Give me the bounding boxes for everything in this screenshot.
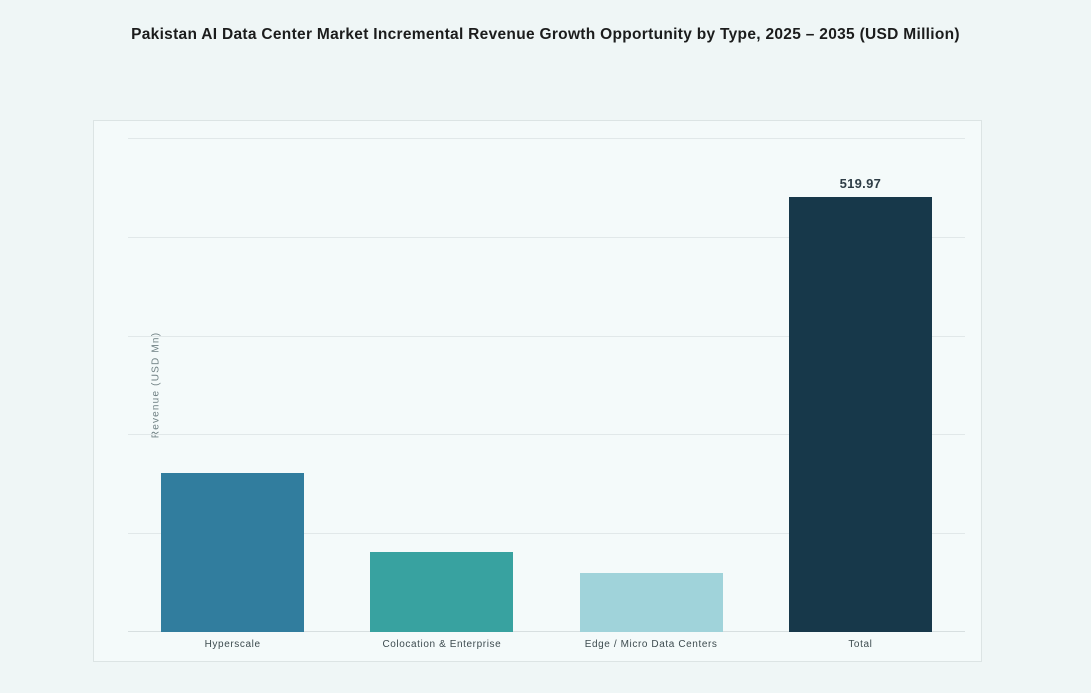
gridline — [128, 533, 965, 535]
chart-panel: Revenue (USD Mn) Hyperscale Colocation & … — [93, 120, 982, 662]
plot-area: Hyperscale Colocation & Enterprise Edge / … — [128, 138, 965, 650]
gridline — [128, 236, 965, 238]
gridline — [128, 335, 965, 337]
bar-group-hyperscale: Hyperscale — [128, 138, 337, 650]
bar-group-total: 519.97 Total — [756, 138, 965, 650]
bar-hyperscale — [161, 472, 305, 632]
chart-title: Pakistan AI Data Center Market Increment… — [131, 26, 960, 43]
bar-edge-micro-data-centers — [579, 573, 723, 632]
bar-colocation-enterprise — [370, 552, 514, 632]
bar-total — [788, 196, 932, 632]
x-axis-line — [128, 631, 965, 632]
bar-value-label: 519.97 — [839, 175, 882, 191]
bar-group-edge-micro-data-centers: Edge / Micro Data Centers — [547, 138, 756, 650]
x-axis-category-label: Edge / Micro Data Centers — [584, 639, 718, 650]
x-axis-category-label: Total — [848, 639, 873, 650]
bar-group-colocation-enterprise: Colocation & Enterprise — [337, 138, 546, 650]
x-axis-category-label: Hyperscale — [204, 639, 261, 650]
gridline — [128, 434, 965, 436]
x-axis-category-label: Colocation & Enterprise — [382, 639, 502, 650]
gridline — [128, 138, 965, 139]
